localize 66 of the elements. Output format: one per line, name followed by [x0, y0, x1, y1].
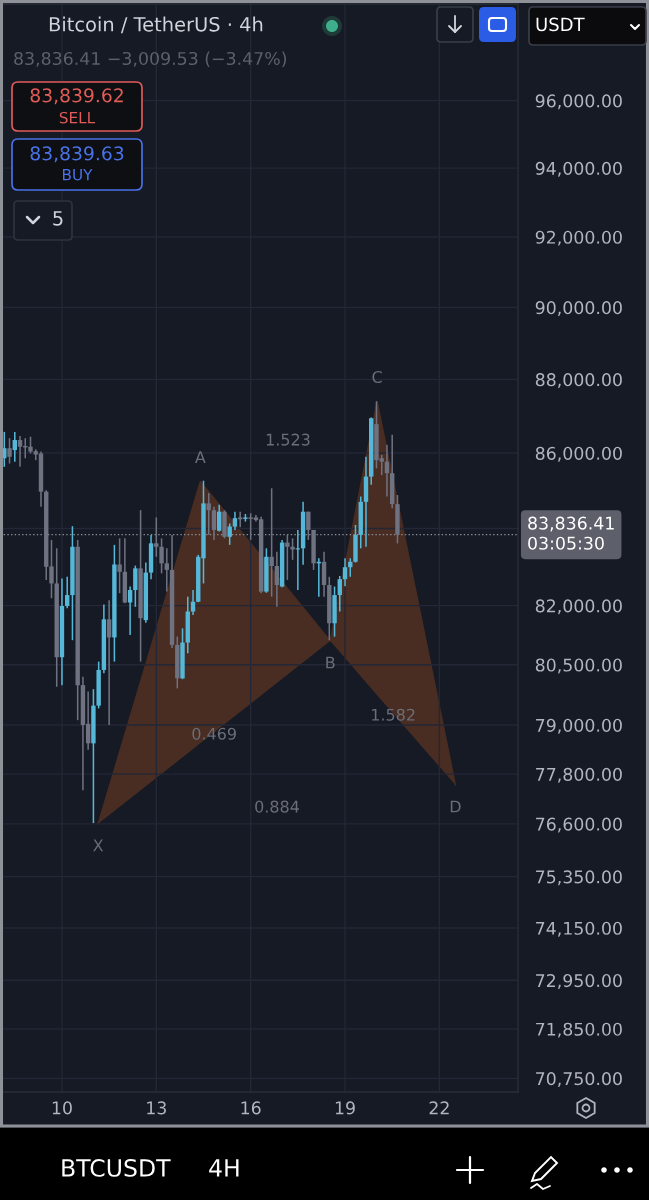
y-tick-label: 71,850.00	[536, 1022, 622, 1038]
text: 83,836.41 −3,009.53 (−3.47%)	[14, 51, 287, 68]
candlestick	[133, 564, 138, 608]
y-tick-label: 75,350.00	[536, 870, 622, 886]
x-tick-label: 16	[241, 1101, 261, 1115]
x-tick-label: 19	[335, 1101, 355, 1115]
annotation: A	[195, 451, 206, 463]
y-tick-label: 94,000.00	[535, 161, 622, 177]
ref-line-label: 83,836.41 03:05:30	[528, 516, 614, 550]
candlestick	[269, 487, 274, 598]
text: USDT	[536, 17, 585, 32]
annotation: BUY	[63, 169, 93, 181]
y-tick-label: 86,000.00	[535, 446, 622, 462]
candlestick	[274, 551, 280, 608]
candlestick	[232, 510, 238, 531]
annotation: 1.523	[266, 433, 310, 446]
y-tick-label: 79,000.00	[536, 718, 622, 734]
candlestick	[2, 431, 7, 468]
y-tick-label: 88,000.00	[535, 373, 622, 389]
candlestick	[106, 599, 112, 726]
candlestick	[306, 510, 311, 541]
candlestick	[237, 510, 243, 529]
candlestick	[164, 547, 169, 593]
candlestick	[17, 435, 23, 468]
candlestick	[159, 537, 164, 575]
candlestick	[12, 431, 17, 463]
y-tick-label: 96,000.00	[535, 94, 622, 110]
annotation: 83,839.62	[30, 88, 123, 105]
candlestick	[154, 516, 159, 558]
candlestick	[206, 492, 211, 536]
annotation: 0.884	[255, 800, 299, 813]
y-tick-label: 70,750.00	[536, 1072, 622, 1087]
annotation: 0.469	[192, 727, 236, 740]
x-tick-label: 10	[52, 1101, 72, 1115]
annotation: SELL	[59, 111, 96, 124]
candlestick	[7, 437, 12, 465]
text: BTCUSDT	[62, 1158, 171, 1177]
annotation: B	[326, 656, 335, 669]
annotation: 83,839.63	[30, 146, 124, 163]
x-tick-label: 13	[147, 1101, 166, 1115]
annotation: 5	[53, 211, 63, 226]
candlestick	[227, 522, 232, 546]
candlestick	[342, 557, 348, 587]
annotation: 1.582	[372, 708, 415, 721]
candlestick	[65, 576, 70, 610]
y-tick-label: 92,000.00	[535, 230, 622, 246]
y-tick-label: 80,500.00	[535, 658, 622, 674]
annotation: X	[93, 839, 104, 852]
candlestick	[117, 537, 122, 594]
y-tick-label: 74,150.00	[536, 921, 622, 937]
y-tick-label: 77,800.00	[536, 767, 622, 783]
annotation: C	[372, 370, 382, 384]
annotation: D	[450, 800, 461, 813]
y-tick-label: 72,950.00	[536, 974, 622, 989]
text: 4H	[209, 1159, 239, 1177]
y-tick-label: 76,600.00	[536, 817, 622, 833]
candlestick	[127, 585, 133, 636]
candlestick	[337, 575, 342, 613]
candlestick	[217, 504, 222, 533]
y-tick-label: 82,000.00	[535, 599, 622, 615]
x-tick-label: 22	[429, 1101, 449, 1115]
candlestick	[211, 505, 217, 541]
candlestick	[285, 534, 290, 581]
y-tick-label: 90,000.00	[535, 301, 622, 317]
text: Bitcoin / TetherUS · 4h	[49, 16, 263, 34]
candlestick	[321, 551, 327, 598]
